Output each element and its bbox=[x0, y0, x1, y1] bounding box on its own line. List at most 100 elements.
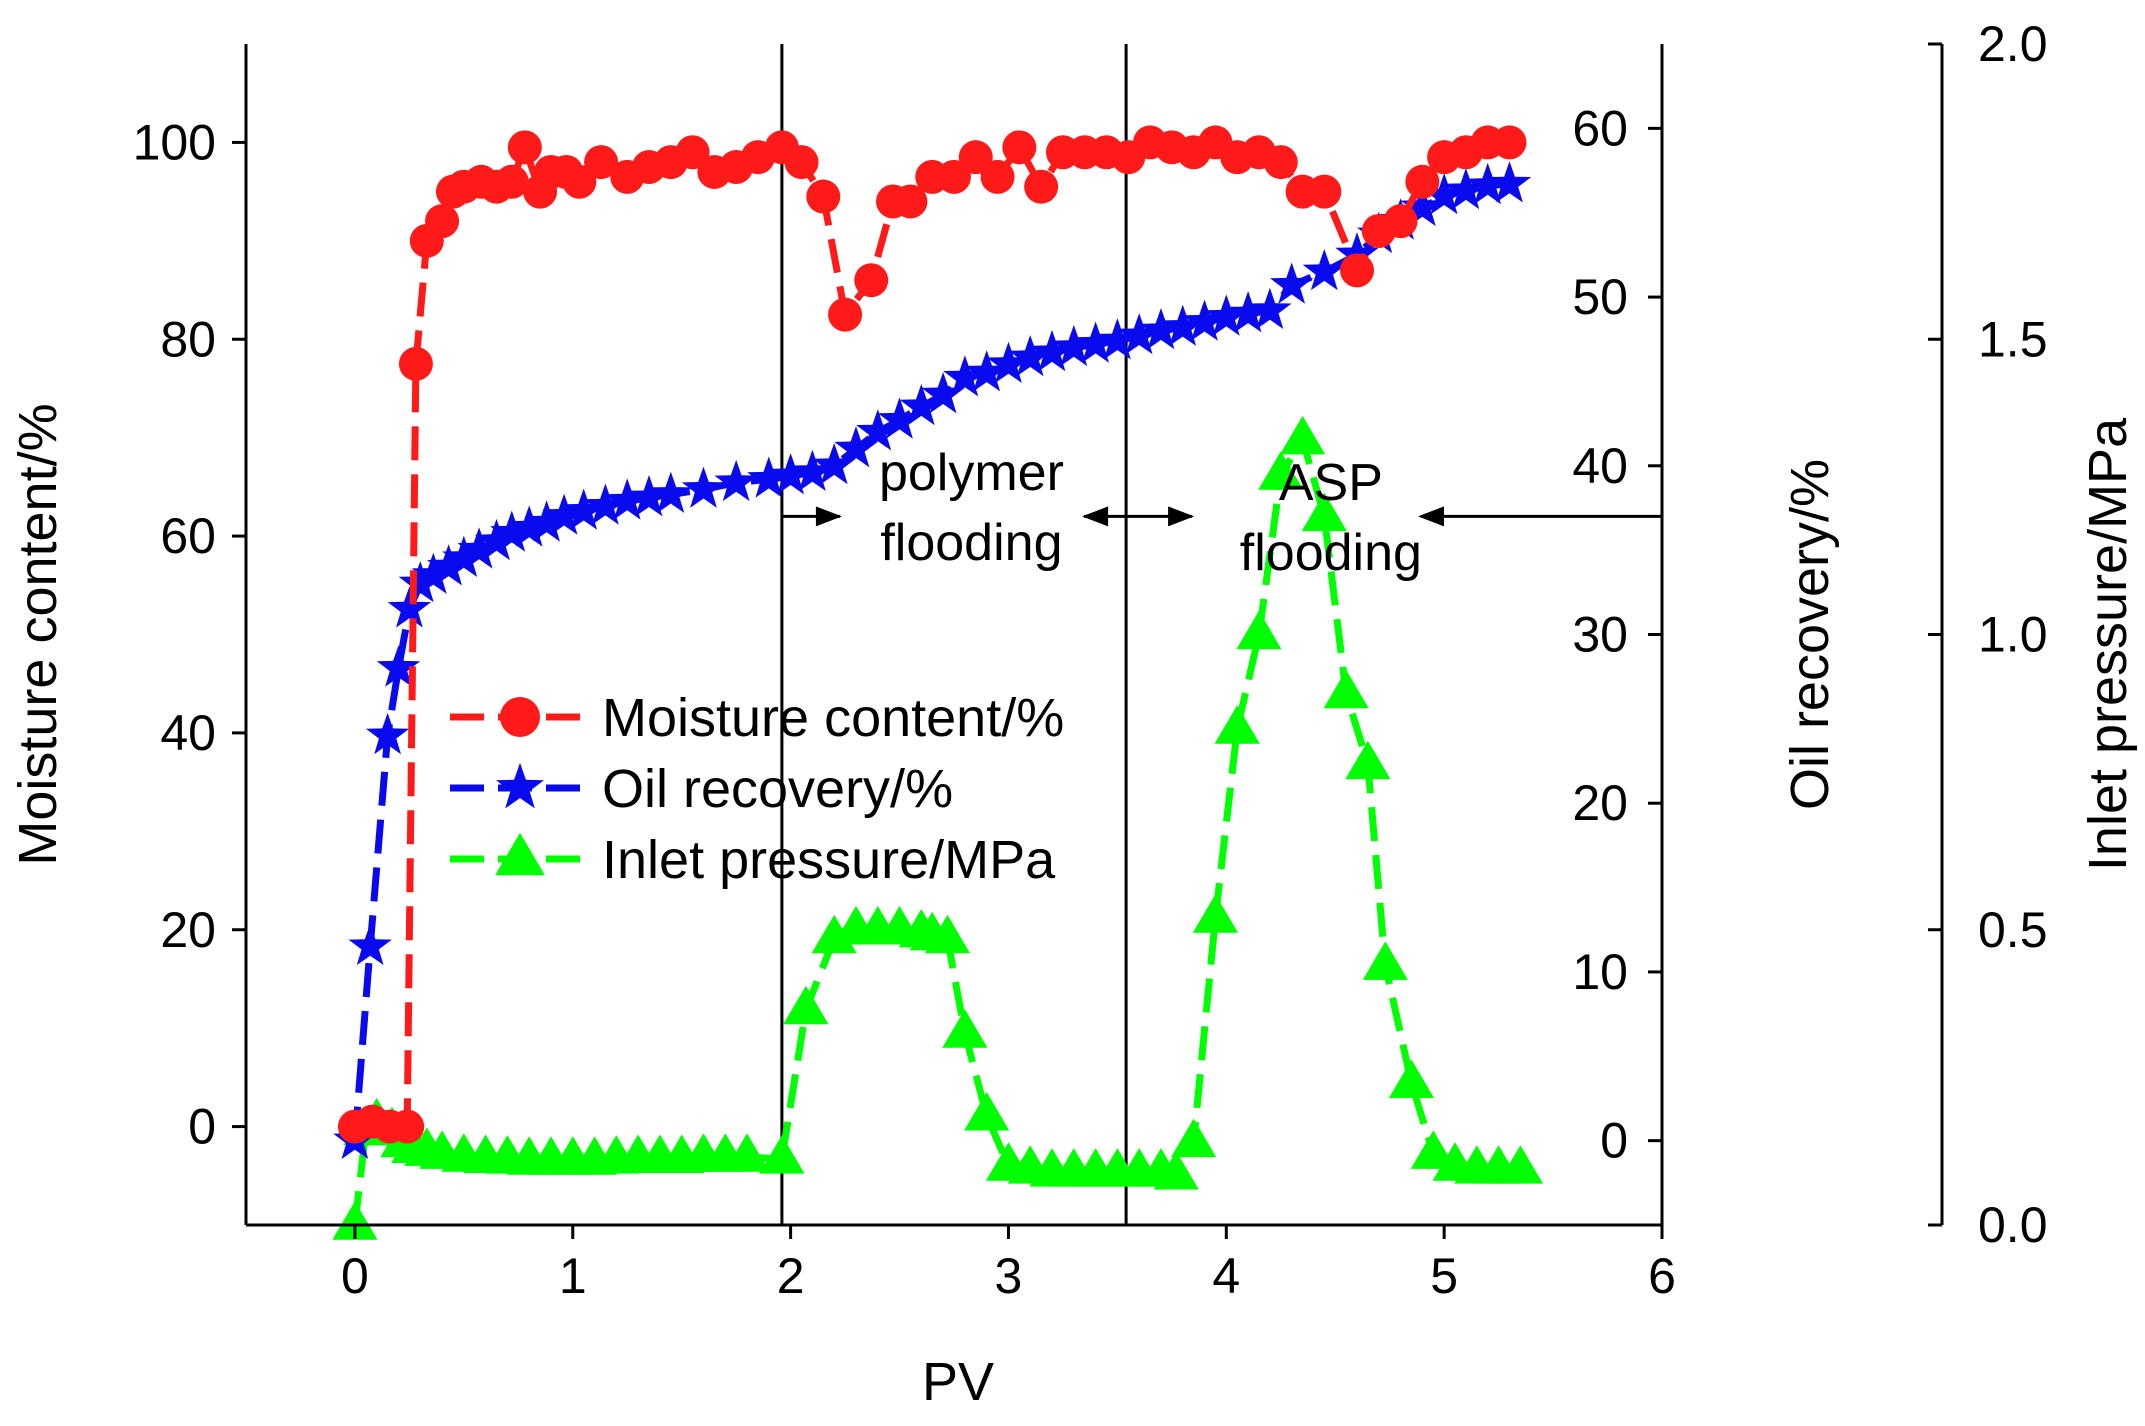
data-point-star bbox=[605, 478, 649, 520]
x-tick-label: 3 bbox=[995, 1248, 1023, 1304]
data-point-star bbox=[1052, 324, 1096, 367]
data-point-triangle bbox=[1236, 610, 1282, 650]
data-point-star bbox=[714, 459, 758, 502]
x-axis-title: PV bbox=[922, 1352, 994, 1412]
data-point-circle bbox=[1263, 145, 1298, 180]
data-point-circle bbox=[980, 159, 1015, 194]
y-right-tick-label: 60 bbox=[1572, 100, 1628, 156]
data-point-star bbox=[365, 712, 410, 755]
data-point-star bbox=[1466, 162, 1510, 205]
data-point-circle bbox=[937, 159, 971, 194]
data-point-star bbox=[747, 456, 791, 498]
data-point-circle bbox=[1405, 164, 1440, 199]
y-offset-tick-label: 0.5 bbox=[1978, 902, 2048, 958]
data-point-circle bbox=[584, 145, 619, 180]
legend-item: Moisture content/% bbox=[450, 688, 1064, 748]
data-point-circle bbox=[562, 164, 597, 199]
legend-label: Inlet pressure/MPa bbox=[602, 830, 1056, 890]
data-point-star bbox=[1400, 184, 1445, 227]
data-point-star bbox=[649, 471, 693, 513]
data-point-star bbox=[1139, 308, 1183, 350]
data-point-star bbox=[877, 397, 922, 439]
data-point-star bbox=[1030, 329, 1074, 372]
data-point-star bbox=[1117, 313, 1161, 355]
data-point-star bbox=[426, 544, 471, 586]
x-tick-label: 0 bbox=[341, 1248, 369, 1304]
data-point-star bbox=[681, 466, 726, 508]
y-right-tick-label: 40 bbox=[1572, 438, 1628, 494]
data-point-star bbox=[856, 409, 900, 451]
data-point-star bbox=[943, 355, 987, 397]
plot-series bbox=[332, 125, 1543, 1240]
data-point-circle bbox=[1024, 169, 1059, 204]
data-point-star bbox=[790, 449, 835, 491]
data-point-star bbox=[542, 493, 586, 535]
data-point-star bbox=[1422, 173, 1466, 215]
y-left-tick-label: 40 bbox=[160, 705, 216, 761]
data-point-circle bbox=[828, 297, 863, 332]
data-point-circle bbox=[425, 204, 460, 239]
data-point-star bbox=[1302, 249, 1346, 291]
data-point-triangle bbox=[1323, 669, 1369, 709]
data-point-star bbox=[812, 443, 856, 485]
data-point-star bbox=[1487, 161, 1532, 203]
data-point-triangle bbox=[1258, 451, 1304, 490]
data-point-star bbox=[562, 488, 606, 530]
data-point-triangle bbox=[759, 1135, 805, 1174]
series-oil-recovery bbox=[333, 161, 1532, 1160]
data-point-star bbox=[442, 535, 486, 577]
data-point-star bbox=[965, 350, 1009, 392]
data-point-star bbox=[490, 510, 534, 552]
data-point-circle bbox=[1340, 253, 1375, 288]
x-tick-label: 4 bbox=[1212, 1248, 1240, 1304]
data-point-triangle bbox=[1280, 415, 1326, 455]
data-point-star bbox=[348, 923, 392, 966]
data-point-star bbox=[376, 645, 421, 687]
x-tick-label: 5 bbox=[1430, 1248, 1458, 1304]
y-offset-tick-label: 2.0 bbox=[1978, 16, 2048, 72]
series-moisture-content bbox=[337, 125, 1527, 1144]
x-tick-label: 6 bbox=[1648, 1248, 1676, 1304]
data-point-triangle bbox=[1410, 1130, 1456, 1169]
data-point-star bbox=[768, 453, 813, 495]
x-tick-label: 1 bbox=[559, 1248, 587, 1304]
arrow-head bbox=[1168, 506, 1195, 527]
data-point-star bbox=[1270, 262, 1314, 304]
data-point-triangle bbox=[1153, 1151, 1199, 1190]
data-point-star bbox=[986, 341, 1031, 383]
y-left-tick-label: 80 bbox=[160, 311, 216, 367]
annotation-label: flooding bbox=[880, 514, 1062, 572]
data-point-star bbox=[834, 426, 878, 468]
data-point-circle bbox=[784, 145, 819, 180]
x-tick-label: 2 bbox=[777, 1248, 805, 1304]
data-point-star bbox=[411, 552, 455, 594]
legend-item: Oil recovery/% bbox=[450, 759, 953, 819]
legend-label: Moisture content/% bbox=[602, 688, 1064, 748]
data-point-star bbox=[457, 527, 501, 569]
data-point-circle bbox=[1383, 204, 1418, 239]
legend-item: Inlet pressure/MPa bbox=[450, 830, 1056, 890]
y-right-tick-label: 0 bbox=[1600, 1113, 1628, 1169]
data-point-star bbox=[1008, 335, 1052, 377]
y-right-axis-title: Oil recovery/% bbox=[1780, 459, 1840, 810]
data-point-star bbox=[921, 372, 965, 414]
data-point-triangle bbox=[1388, 1059, 1434, 1098]
data-point-circle bbox=[1307, 174, 1342, 209]
annotation-label: ASP bbox=[1279, 454, 1383, 512]
data-point-circle bbox=[390, 1109, 425, 1144]
data-point-triangle bbox=[964, 1092, 1010, 1131]
data-point-triangle bbox=[495, 832, 545, 876]
data-point-star bbox=[507, 505, 551, 547]
data-point-star bbox=[474, 518, 519, 561]
arrow-head bbox=[815, 506, 842, 527]
data-point-star bbox=[1335, 232, 1379, 274]
data-point-circle bbox=[1002, 130, 1037, 165]
data-point-triangle bbox=[1171, 1118, 1217, 1158]
data-point-star bbox=[398, 561, 442, 603]
arrow-head bbox=[1418, 506, 1444, 527]
data-point-triangle bbox=[1497, 1145, 1543, 1184]
y-right-tick-label: 10 bbox=[1572, 944, 1628, 1000]
data-point-circle bbox=[1492, 125, 1527, 160]
